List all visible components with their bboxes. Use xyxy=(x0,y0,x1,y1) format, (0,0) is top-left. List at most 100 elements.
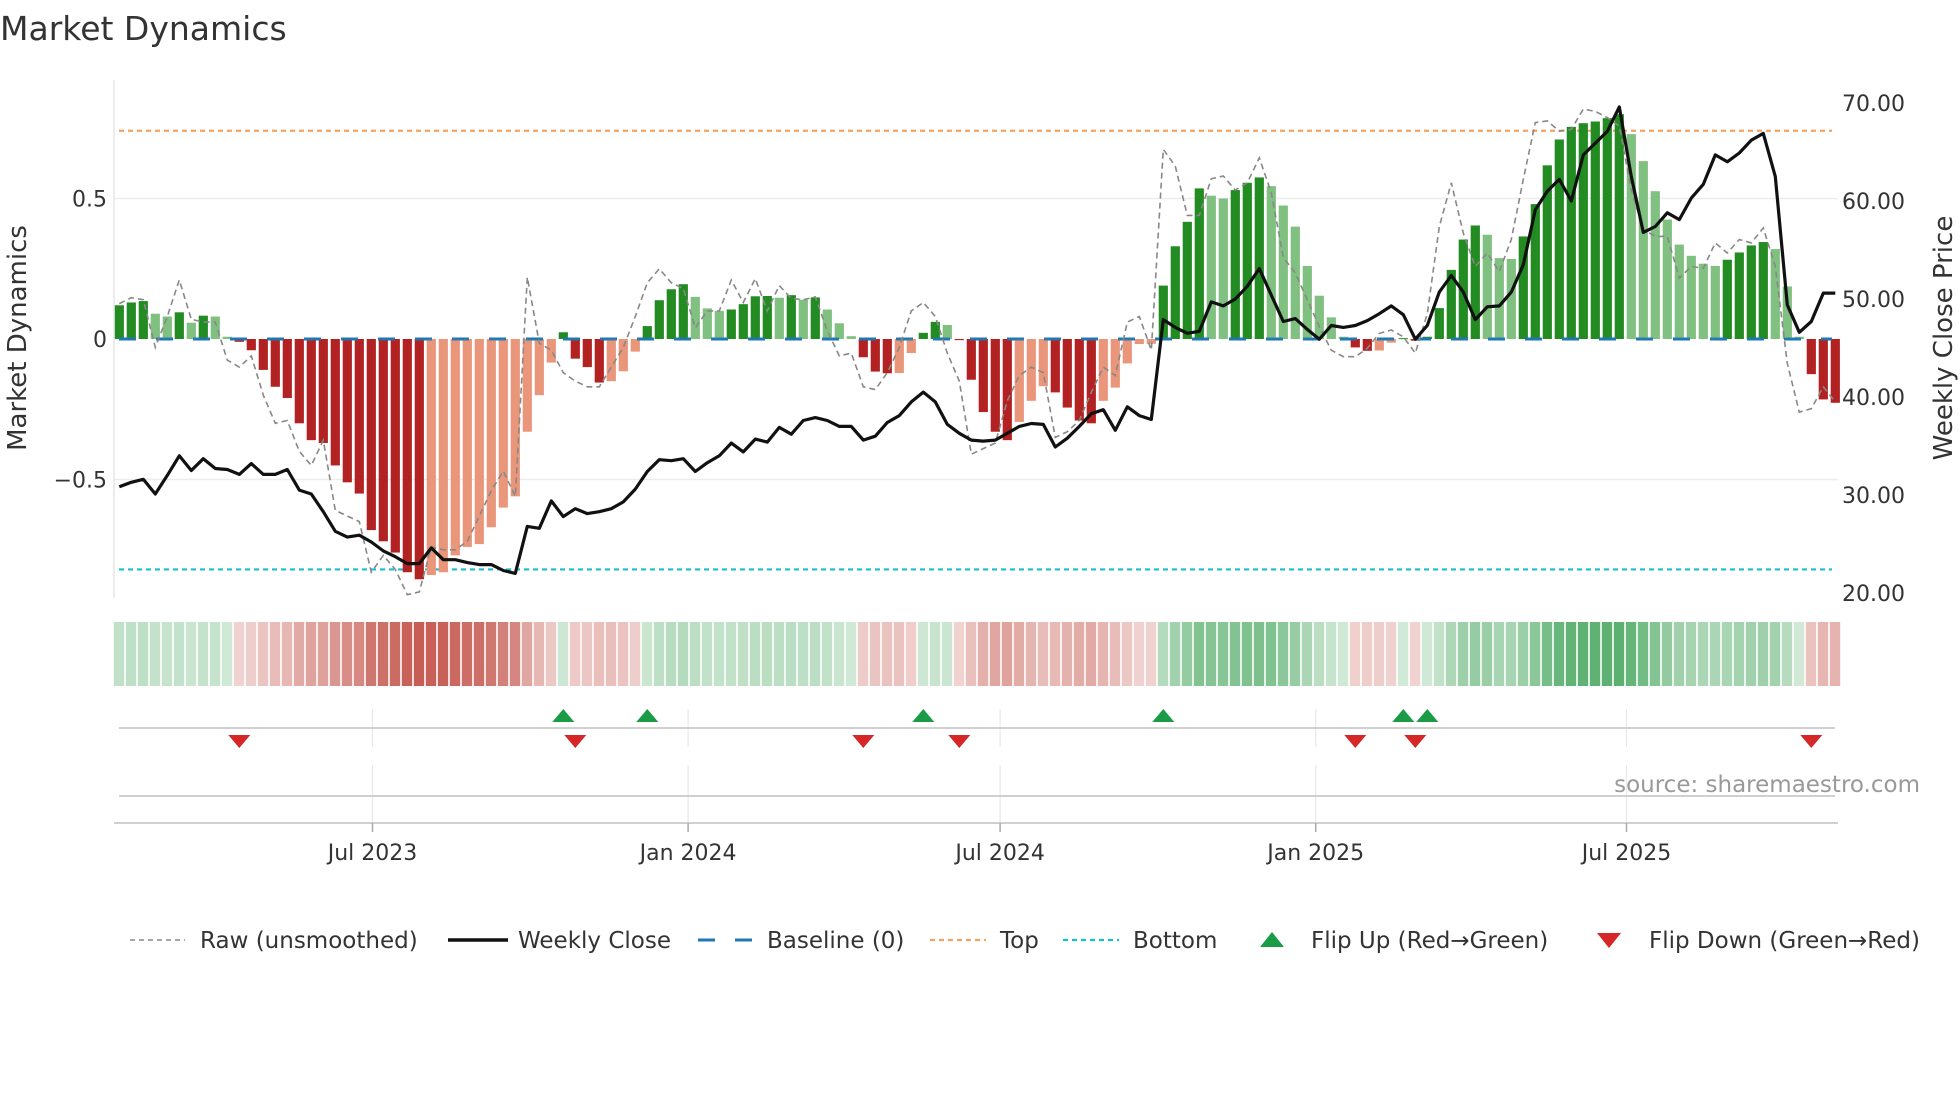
legend-item-close: Weekly Close xyxy=(448,928,671,954)
heat-strip-cell xyxy=(1649,622,1661,686)
momentum-bar-positive xyxy=(1434,308,1444,339)
momentum-bar-positive xyxy=(1662,219,1672,339)
weekly-close-line xyxy=(118,105,1836,576)
heat-strip-cell xyxy=(1421,622,1433,686)
momentum-bar-positive xyxy=(1614,114,1624,339)
heat-strip-cell xyxy=(1517,622,1529,686)
momentum-bar-positive xyxy=(1650,191,1660,339)
momentum-bar-positive xyxy=(1482,234,1492,339)
heat-strip-cell xyxy=(473,622,485,686)
heat-strip-cell xyxy=(977,622,989,686)
momentum-bar-negative xyxy=(582,339,592,368)
x-axis: Jul 2023 Jan 2024 Jul 2024 Jan 2025 Jul 2025 xyxy=(114,822,1838,866)
heat-strip-cell xyxy=(1433,622,1445,686)
momentum-bar-negative xyxy=(1062,339,1072,408)
heat-strip-cell xyxy=(1529,622,1541,686)
momentum-bar-positive xyxy=(846,336,856,339)
heat-strip-cell xyxy=(737,622,749,686)
heat-strip-cell xyxy=(341,622,353,686)
heat-strip-cell xyxy=(833,622,845,686)
heat-strip-cell xyxy=(689,622,701,686)
momentum-bar-positive xyxy=(726,309,736,339)
momentum-bar-positive xyxy=(642,326,652,339)
momentum-bar-positive xyxy=(1326,317,1336,339)
heat-strip-cell xyxy=(1325,622,1337,686)
momentum-bar-positive xyxy=(1206,195,1216,339)
momentum-bar-positive xyxy=(174,312,184,339)
heat-strip-cell xyxy=(809,622,821,686)
momentum-bar-positive xyxy=(1266,186,1276,339)
heat-strip-cell xyxy=(257,622,269,686)
y-tick-label: −0.5 xyxy=(54,469,107,494)
heat-strip-cell xyxy=(1181,622,1193,686)
momentum-bar-positive xyxy=(1710,265,1720,339)
heat-strip-cell xyxy=(1469,622,1481,686)
momentum-bar-positive xyxy=(1506,258,1516,339)
momentum-bar-negative xyxy=(954,339,964,341)
left-y-ticks: 0.5 0 −0.5 xyxy=(54,188,107,494)
momentum-bar-negative xyxy=(882,339,892,374)
heat-strip-cell xyxy=(401,622,413,686)
heat-strip-cell xyxy=(389,622,401,686)
heat-strip-cell xyxy=(581,622,593,686)
momentum-bar-positive xyxy=(114,305,124,339)
momentum-bar-negative xyxy=(570,339,580,359)
heat-strip-cell xyxy=(113,622,125,686)
flip-down-legend-icon xyxy=(1597,933,1621,948)
heat-strip-cell xyxy=(569,622,581,686)
momentum-bar-negative xyxy=(354,339,364,494)
y-right-tick-label: 30.00 xyxy=(1842,484,1905,509)
left-axis-label: Market Dynamics xyxy=(3,225,33,451)
flip-down-marker xyxy=(228,735,251,748)
y-right-tick-label: 50.00 xyxy=(1842,288,1905,313)
momentum-bar-positive xyxy=(1722,259,1732,339)
heat-strip-cell xyxy=(1061,622,1073,686)
heat-strip-cell xyxy=(233,622,245,686)
momentum-bar-negative xyxy=(378,339,388,542)
heat-strip-cell xyxy=(317,622,329,686)
momentum-bar-negative xyxy=(1362,339,1372,351)
momentum-bar-negative xyxy=(534,339,544,396)
legend-label: Raw (unsmoothed) xyxy=(200,928,418,954)
heat-strip-cell xyxy=(881,622,893,686)
momentum-bar-negative xyxy=(438,339,448,573)
heat-strip-cell xyxy=(1157,622,1169,686)
momentum-bar-positive xyxy=(930,321,940,339)
heat-strip-cell xyxy=(1013,622,1025,686)
heat-strip-cell xyxy=(437,622,449,686)
heat-strip-cell xyxy=(1229,622,1241,686)
momentum-bar-positive xyxy=(1170,246,1180,339)
y-right-tick-label: 60.00 xyxy=(1842,190,1905,215)
flip-down-marker xyxy=(852,735,875,748)
heat-strip-cell xyxy=(1445,622,1457,686)
momentum-bar-negative xyxy=(330,339,340,466)
heat-strip-cell xyxy=(329,622,341,686)
legend-item-baseline: Baseline (0) xyxy=(698,928,904,954)
heat-strip-cell xyxy=(749,622,761,686)
momentum-bar-positive xyxy=(1734,252,1744,339)
momentum-bar-negative xyxy=(414,339,424,580)
momentum-bar-positive xyxy=(786,295,796,339)
right-axis-label: Weekly Close Price xyxy=(1929,216,1959,461)
heat-strip-cell xyxy=(1301,622,1313,686)
heat-strip-cell xyxy=(1097,622,1109,686)
momentum-bar-negative xyxy=(1002,339,1012,441)
heat-strip-cell xyxy=(1397,622,1409,686)
momentum-bar-positive xyxy=(798,299,808,339)
momentum-bar-negative xyxy=(522,339,532,432)
momentum-bar-positive xyxy=(678,284,688,339)
momentum-bar-negative xyxy=(1122,339,1132,364)
momentum-bar-positive xyxy=(1470,225,1480,339)
flip-up-marker xyxy=(552,709,575,722)
momentum-bar-positive xyxy=(1398,338,1408,340)
heat-strip-cell xyxy=(1085,622,1097,686)
momentum-bar-positive xyxy=(834,323,844,339)
flip-up-legend-icon xyxy=(1260,932,1284,947)
source-credit: source: sharemaestro.com xyxy=(1614,772,1920,798)
momentum-bar-positive xyxy=(714,310,724,339)
momentum-bar-positive xyxy=(1626,134,1636,339)
momentum-bar-negative xyxy=(342,339,352,483)
momentum-bar-positive xyxy=(1278,205,1288,339)
momentum-bar-positive xyxy=(1698,263,1708,339)
heat-strip-cell xyxy=(1793,622,1805,686)
